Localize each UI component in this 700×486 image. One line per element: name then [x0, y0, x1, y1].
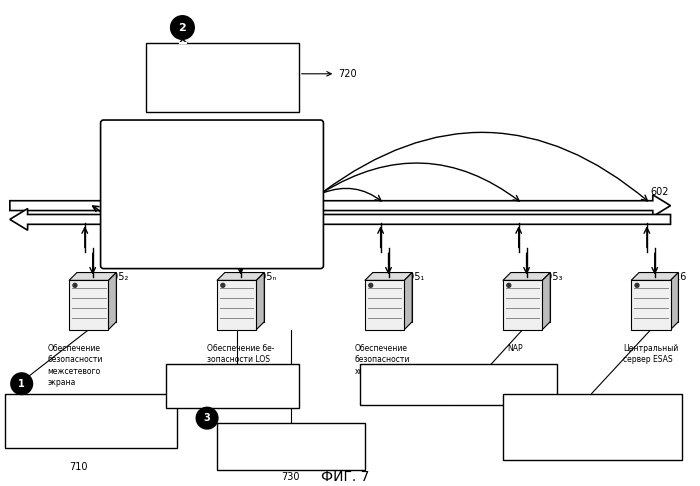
Text: Тип: Скомпрометирован: Тип: Скомпрометирован — [111, 189, 228, 198]
Polygon shape — [217, 280, 256, 330]
Polygon shape — [217, 273, 265, 280]
Text: Серьезность: Высокая: Серьезность: Высокая — [111, 208, 218, 217]
FancyBboxPatch shape — [360, 364, 557, 405]
Text: Поднимает тревогу для специа-
листа по анализу безопасности;
регистрирует все оц: Поднимает тревогу для специа- листа по а… — [508, 399, 661, 443]
Circle shape — [73, 283, 77, 287]
Polygon shape — [631, 280, 671, 330]
Text: 602: 602 — [651, 187, 669, 197]
Text: TTL: 30 минут: TTL: 30 минут — [111, 245, 176, 254]
Text: Центральный
сервер ESAS: Центральный сервер ESAS — [623, 345, 678, 364]
Polygon shape — [639, 273, 678, 322]
FancyBboxPatch shape — [217, 423, 365, 470]
Text: 1: 1 — [18, 379, 25, 389]
Text: Обеспечение
безопасности
межсетевого
экрана: Обеспечение безопасности межсетевого экр… — [48, 345, 103, 387]
Text: Точность: Высокая: Точность: Высокая — [111, 226, 201, 235]
Text: NAP: NAP — [507, 345, 522, 353]
FancyBboxPatch shape — [166, 364, 299, 408]
Polygon shape — [631, 273, 678, 280]
Text: Обеспечение бе-
зопасности LOS: Обеспечение бе- зопасности LOS — [207, 345, 274, 364]
Polygon shape — [365, 273, 412, 280]
Polygon shape — [405, 273, 412, 330]
Text: 616: 616 — [668, 273, 687, 282]
Text: 605₃: 605₃ — [540, 273, 563, 282]
Text: Машина: IP: Машина: IP — [111, 170, 164, 179]
Polygon shape — [108, 273, 116, 330]
FancyBboxPatch shape — [146, 43, 299, 112]
Polygon shape — [365, 280, 405, 330]
Circle shape — [221, 283, 225, 287]
Text: Временно приостанав-
ливает трафик IM: Временно приостанав- ливает трафик IM — [171, 369, 272, 390]
Polygon shape — [671, 273, 678, 330]
Text: Обеспечение
безопасности
хост-узла: Обеспечение безопасности хост-узла — [355, 345, 410, 376]
FancyBboxPatch shape — [101, 120, 323, 269]
Polygon shape — [372, 273, 412, 322]
Text: 730: 730 — [281, 472, 300, 482]
Polygon shape — [256, 273, 265, 330]
Circle shape — [635, 283, 639, 287]
Polygon shape — [511, 273, 550, 322]
Text: Источник: Граничный межсетевой: Источник: Граничный межсетевой — [111, 133, 277, 142]
Polygon shape — [179, 39, 188, 43]
Text: Граничный межсетевой
экран отправляет оценку
безопасности: Граничный межсетевой экран отправляет оц… — [154, 51, 277, 84]
Text: ФИГ. 7: ФИГ. 7 — [321, 470, 370, 484]
Polygon shape — [10, 195, 671, 216]
Polygon shape — [10, 208, 671, 230]
Polygon shape — [77, 273, 116, 322]
Text: 605ₙ: 605ₙ — [254, 273, 276, 282]
Text: 605₂: 605₂ — [106, 273, 129, 282]
FancyBboxPatch shape — [5, 394, 178, 448]
Text: 2: 2 — [178, 22, 186, 33]
Circle shape — [196, 407, 218, 429]
Polygon shape — [503, 280, 542, 330]
Text: 710: 710 — [69, 462, 88, 472]
Text: Аннулирует сертификат IPSec, реа-
лизует защитное отключение порта: Аннулирует сертификат IPSec, реа- лизует… — [365, 369, 527, 390]
Polygon shape — [503, 273, 550, 280]
Text: Принудительно применяет
сканирование по требова-
нию: Принудительно применяет сканирование по … — [222, 428, 332, 461]
Circle shape — [507, 283, 511, 287]
Text: Идентифицирует потенциально
скомпрометированного клиента
(слишком много соединен: Идентифицирует потенциально скомпрометир… — [10, 399, 142, 431]
Polygon shape — [69, 280, 108, 330]
Text: экран: экран — [111, 152, 168, 160]
Circle shape — [10, 373, 32, 395]
Circle shape — [369, 283, 372, 287]
Text: 3: 3 — [204, 413, 211, 423]
Text: 720: 720 — [338, 69, 357, 79]
Polygon shape — [542, 273, 550, 330]
Circle shape — [171, 16, 195, 39]
Polygon shape — [69, 273, 116, 280]
Polygon shape — [225, 273, 265, 322]
FancyBboxPatch shape — [503, 394, 682, 460]
Text: 605₁: 605₁ — [402, 273, 425, 282]
